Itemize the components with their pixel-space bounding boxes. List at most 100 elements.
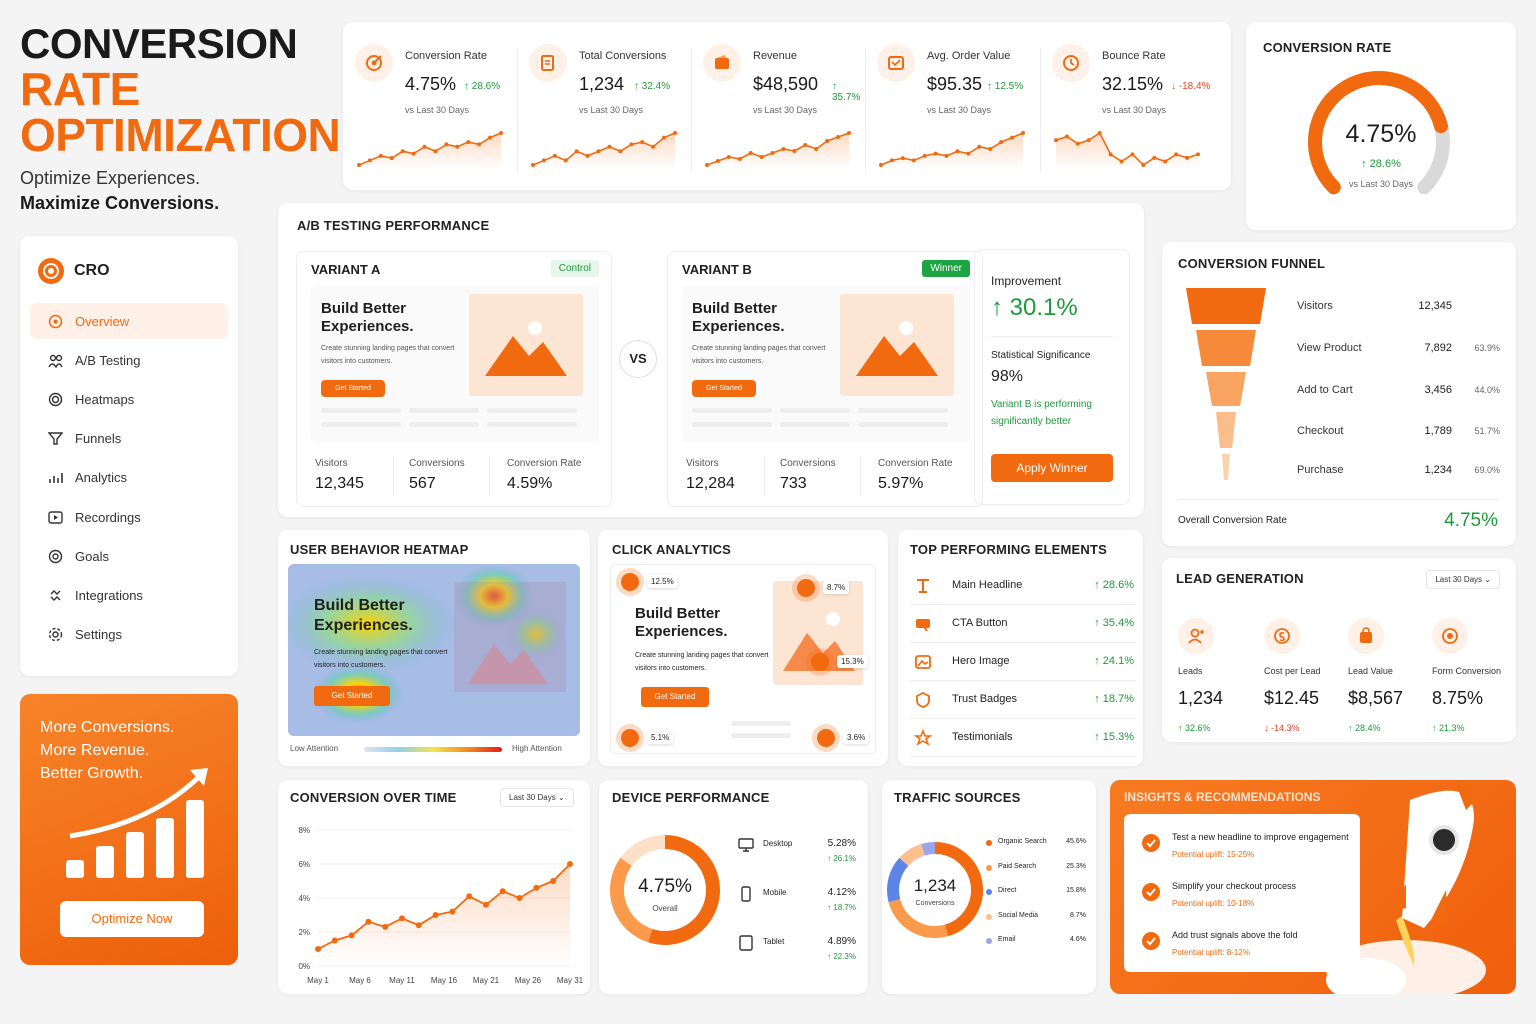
variant-stat-rate: Conversion Rate 4.59%	[507, 458, 581, 493]
desktop-icon	[737, 836, 755, 854]
sparkline-point	[651, 144, 656, 149]
data-point	[449, 908, 456, 915]
badge-icon	[914, 691, 932, 709]
overview-icon	[48, 314, 63, 328]
placeholder-line	[487, 422, 577, 427]
data-point	[415, 922, 422, 929]
click-cta: Get Started	[641, 687, 709, 707]
clock-icon	[1052, 44, 1090, 82]
hero-tagline-1: Optimize Experiences.	[20, 168, 201, 188]
top-element-change-value: 28.6%	[1102, 579, 1134, 591]
kpi-value: 1,234	[579, 74, 625, 94]
lead-change-value: 21.3%	[1439, 723, 1465, 733]
coin-icon	[1264, 618, 1300, 654]
insight-item[interactable]: Test a new headline to improve engagemen…	[1142, 832, 1412, 862]
insight-text: Simplify your checkout process	[1172, 881, 1297, 891]
insight-uplift: Potential uplift: 10-18%	[1172, 899, 1255, 908]
optimize-now-button[interactable]: Optimize Now	[60, 901, 204, 937]
sidebar: CRO Overview A/B Testing Heatmaps Funnels An…	[20, 236, 238, 676]
traffic-title: TRAFFIC SOURCES	[894, 790, 1021, 805]
insight-uplift: Potential uplift: 8-12%	[1172, 948, 1250, 957]
lead-change: ↑ 28.4%	[1348, 723, 1381, 733]
sidebar-item-funnels[interactable]: Funnels	[30, 421, 228, 457]
placeholder-line	[731, 733, 791, 738]
device-name: Tablet	[763, 937, 785, 946]
gauge-title: CONVERSION RATE	[1263, 40, 1392, 55]
click-mock: Build Better Experiences. Create stunnin…	[610, 564, 876, 754]
top-element-change-value: 18.7%	[1102, 693, 1134, 705]
sparkline-point	[552, 153, 557, 158]
sidebar-item-label: Recordings	[75, 509, 141, 525]
traffic-center-label: Conversions	[915, 900, 955, 907]
kpi-value: $48,590	[753, 74, 819, 94]
apply-winner-button[interactable]: Apply Winner	[991, 454, 1113, 482]
bag-icon	[1348, 618, 1384, 654]
y-tick-label: 0%	[298, 962, 310, 971]
traffic-slice	[888, 898, 949, 938]
traffic-center-value: 1,234	[913, 876, 957, 895]
sidebar-item-analytics[interactable]: Analytics	[30, 460, 228, 496]
kpi-change-value: 32.4%	[641, 81, 671, 92]
device-change: ↑ 18.7%	[827, 903, 856, 912]
x-tick-label: May 26	[515, 976, 542, 985]
sparkline-point	[574, 149, 579, 154]
lead-label: Cost per Lead	[1264, 666, 1321, 676]
lead-change-value: 32.6%	[1185, 723, 1211, 733]
kpi-sparkline	[879, 131, 1025, 169]
sparkline-point	[378, 153, 383, 158]
traffic-source-name: Social Media	[998, 911, 1039, 919]
click-headline: Build Better Experiences.	[635, 605, 728, 640]
insight-item[interactable]: Simplify your checkout process Potential …	[1142, 881, 1412, 911]
sparkline-point	[629, 142, 634, 147]
top-element-name: Main Headline	[952, 579, 1023, 591]
sidebar-item-label: A/B Testing	[75, 352, 141, 368]
low-attention-label: Low Attention	[290, 744, 339, 753]
top-element-change-value: 15.3%	[1102, 731, 1134, 743]
insight-item[interactable]: Add trust signals above the fold Potentia…	[1142, 930, 1412, 960]
sidebar-item-goals[interactable]: Goals	[30, 538, 228, 574]
kpi-change: ↑ 35.7%	[832, 81, 861, 103]
x-tick-label: May 1	[307, 976, 329, 985]
sparkline-point	[411, 151, 416, 156]
sidebar-item-integrations[interactable]: Integrations	[30, 577, 228, 613]
divider	[860, 456, 861, 496]
lead-label: Leads	[1178, 666, 1203, 676]
funnel-stage-value: 7,892	[1424, 342, 1452, 354]
series-area	[318, 864, 570, 966]
kpi-value: 32.15%	[1102, 74, 1164, 94]
device-center-label: Overall	[652, 904, 678, 913]
funnel-stage-pct: 63.9%	[1474, 343, 1500, 353]
sparkline-point	[977, 144, 982, 149]
traffic-source-name: Email	[998, 936, 1016, 943]
variant-stat-visitors: Visitors 12,284	[686, 458, 735, 493]
data-point	[499, 888, 506, 895]
click-rate-label: 5.1%	[647, 731, 674, 744]
sparkline-point	[879, 163, 883, 167]
click-rate-label: 15.3%	[837, 655, 868, 668]
variant-name: VARIANT B	[682, 262, 752, 277]
over-time-range-dropdown[interactable]: Last 30 Days ⌄	[500, 788, 574, 807]
sidebar-item-settings[interactable]: Settings	[30, 617, 228, 653]
kpi-value: $95.35	[927, 74, 983, 94]
sidebar-item-a-b-testing[interactable]: A/B Testing	[30, 342, 228, 378]
testimonial-icon	[913, 728, 933, 747]
headline-icon	[914, 577, 932, 595]
high-attention-label: High Attention	[512, 744, 562, 753]
form-icon	[1432, 618, 1468, 654]
sparkline-point	[1064, 134, 1069, 139]
funnel-stage-pct: 51.7%	[1474, 426, 1500, 436]
sparkline-point	[488, 135, 493, 140]
lead-range-dropdown[interactable]: Last 30 Days ⌄	[1426, 570, 1500, 589]
sidebar-item-overview[interactable]: Overview	[30, 303, 228, 339]
sidebar-item-heatmaps[interactable]: Heatmaps	[30, 381, 228, 417]
traffic-source-pct: 45.6%	[1066, 838, 1086, 845]
sparkline-point	[466, 140, 471, 145]
stat-value: 5.97%	[878, 475, 924, 492]
click-rate-label: 12.5%	[647, 575, 678, 588]
sparkline-point	[662, 135, 667, 140]
legend-swatch	[986, 913, 992, 920]
placeholder-line	[692, 408, 772, 413]
sidebar-item-recordings[interactable]: Recordings	[30, 499, 228, 535]
heatmap-card: USER BEHAVIOR HEATMAP Build Better Exper…	[278, 530, 590, 766]
funnel-stage-value: 1,234	[1424, 464, 1452, 476]
